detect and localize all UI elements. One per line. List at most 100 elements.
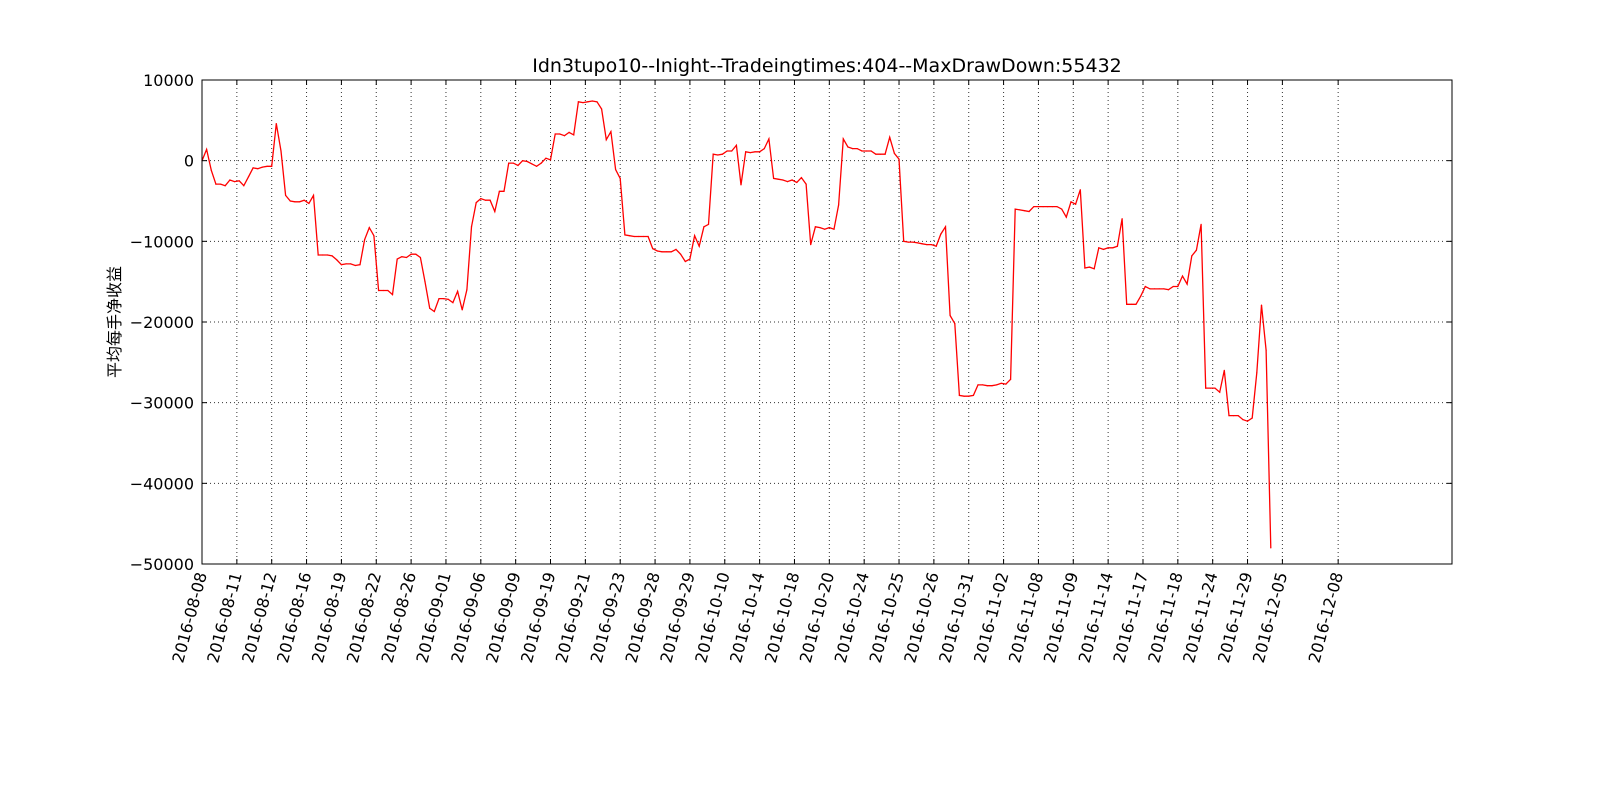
data-point [354,264,356,267]
data-point [972,394,975,396]
data-point [280,150,282,152]
data-point [210,169,212,171]
data-point [1130,303,1132,305]
data-point [1056,206,1058,208]
data-point [577,101,580,103]
y-tick-label: −50000 [130,555,194,574]
data-point [601,108,603,110]
data-point [215,183,217,185]
data-point [531,163,533,165]
data-point [419,256,421,259]
data-point [299,201,301,203]
data-point [317,254,319,256]
data-point [563,135,566,137]
data-point [791,179,793,181]
data-point [526,160,528,163]
data-point [1065,216,1067,218]
data-point [666,251,668,253]
data-point [763,148,765,150]
data-point [870,150,872,152]
data-point [689,258,691,260]
data-point [847,146,849,148]
data-point [1042,206,1044,208]
data-point [1112,247,1114,249]
data-point [368,227,370,229]
y-axis-label: 平均每手净收益 [105,266,124,378]
data-point [819,227,821,229]
data-point [694,235,696,237]
data-point [921,243,923,245]
data-point [1037,206,1039,208]
data-point [907,241,909,243]
data-point [1270,547,1272,549]
data-point [1214,387,1216,389]
data-point [1028,210,1030,213]
data-point [1233,415,1235,417]
data-point [322,254,324,256]
data-point [1093,268,1095,270]
data-point [285,194,287,196]
data-point [735,144,738,146]
data-point [568,131,570,133]
data-point [312,194,315,196]
data-point [266,165,268,167]
data-point [1177,285,1179,288]
data-point [503,190,505,192]
data-point [461,309,463,311]
data-point [559,133,561,135]
data-point [1223,369,1225,371]
data-point [926,244,928,246]
data-point [1047,206,1049,208]
data-point [610,131,612,133]
data-point [289,200,291,202]
data-point [1260,304,1263,306]
data-point [698,245,700,247]
data-point [917,242,919,244]
data-point [1116,245,1118,247]
data-point [642,235,645,238]
data-point [712,153,714,155]
data-point [986,385,988,387]
data-point [652,248,654,250]
data-point [865,150,868,152]
y-tick-label: −10000 [130,232,194,251]
data-point [517,164,519,167]
data-point [996,384,998,386]
y-tick-label: −30000 [130,394,194,413]
data-point [680,253,682,255]
data-point [540,162,542,164]
data-point [884,153,886,155]
data-point [879,153,882,155]
data-point [912,241,914,243]
data-point [982,384,984,386]
data-point [842,138,844,140]
data-point [759,151,761,153]
data-point [740,184,742,186]
data-point [1102,248,1105,250]
data-point [777,178,779,180]
data-point [447,298,449,300]
data-point [786,181,789,183]
data-point [856,148,858,150]
data-point [340,264,342,266]
data-point [573,134,575,136]
data-point [703,226,705,228]
data-point [233,181,236,183]
data-point [638,235,640,238]
data-point [1167,289,1170,291]
data-point [731,150,733,152]
data-point [991,385,993,387]
data-point [396,258,398,260]
data-point [336,259,338,261]
data-point [1265,349,1267,351]
data-point [1010,378,1012,380]
y-tick-label: 0 [184,152,194,171]
data-point [670,251,672,253]
data-point [243,185,245,187]
data-point [308,202,310,204]
data-point [814,226,817,228]
data-point [810,244,812,246]
data-point [796,181,798,183]
